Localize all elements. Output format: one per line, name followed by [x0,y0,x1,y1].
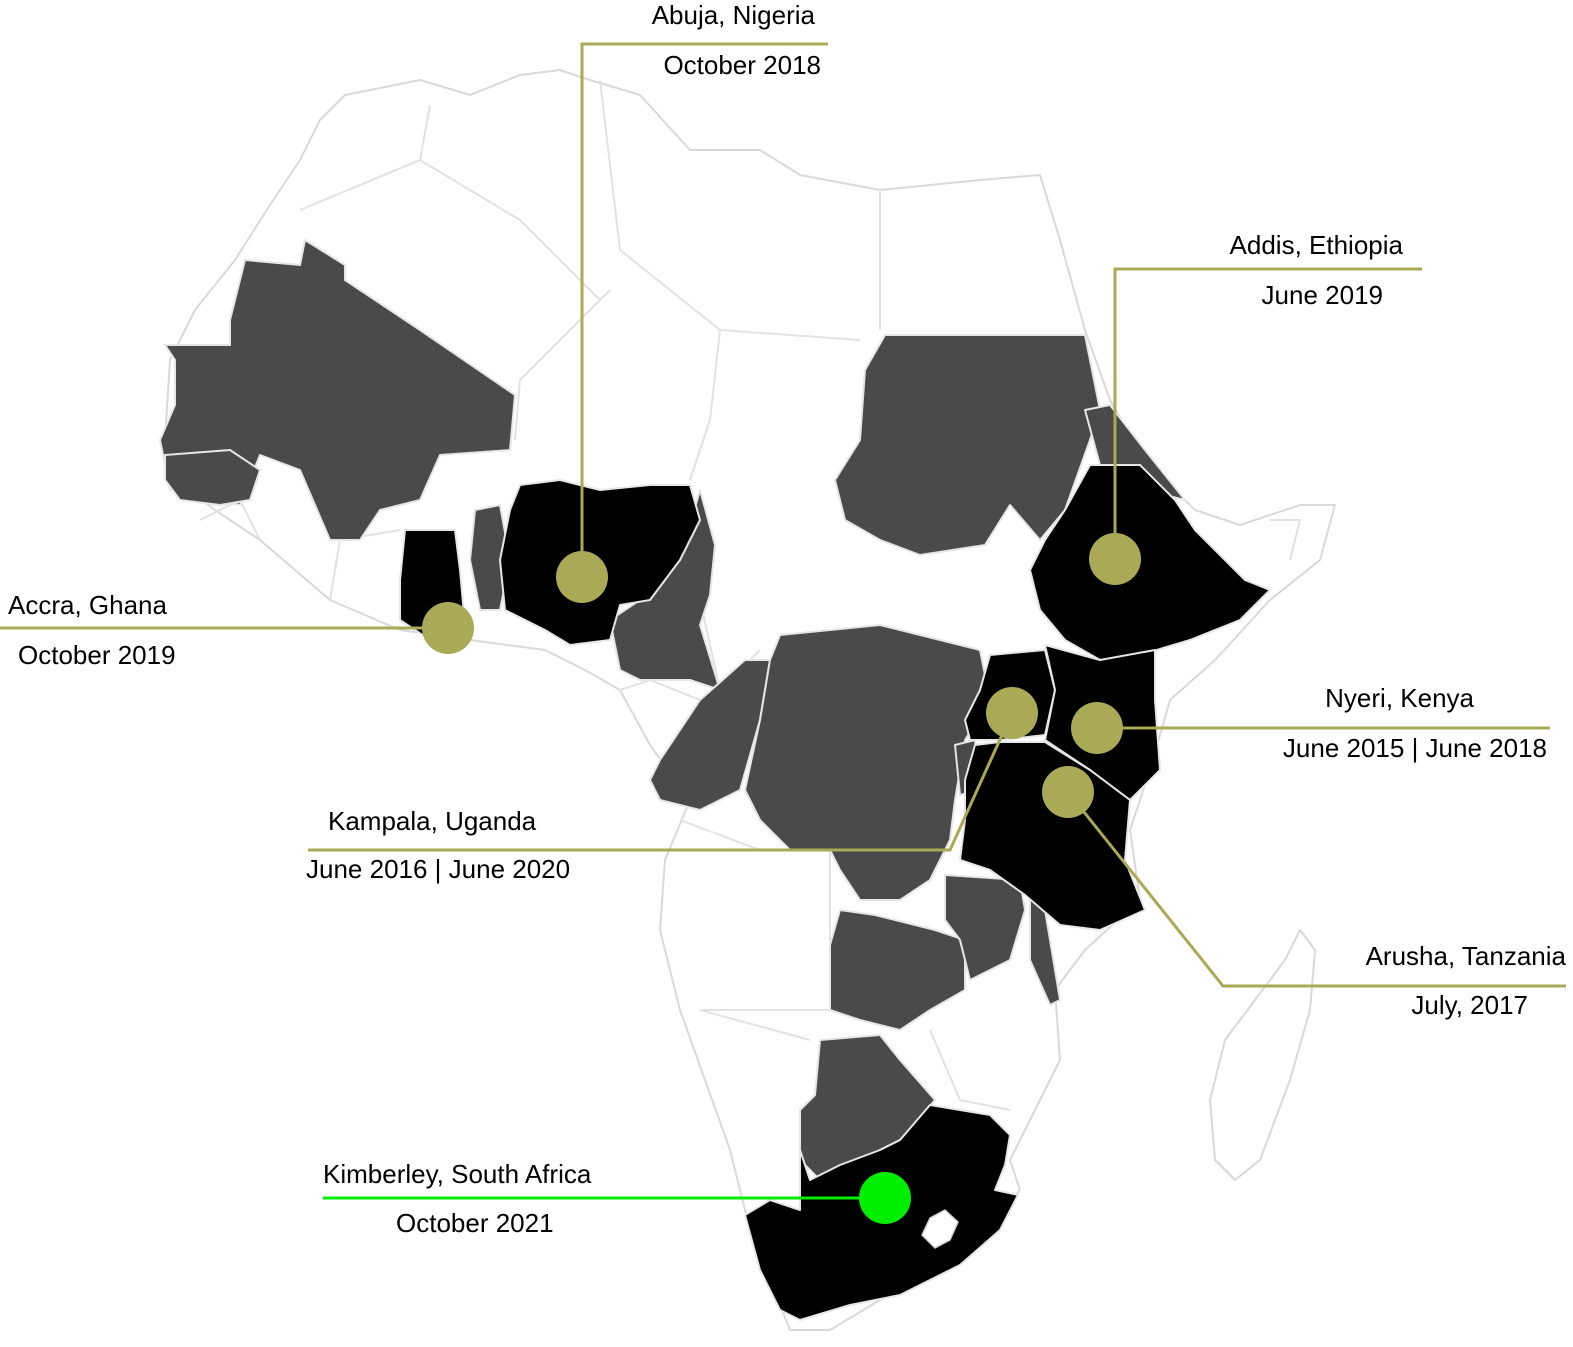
location-date-arusha: July, 2017 [1411,990,1528,1020]
location-city-nyeri: Nyeri, Kenya [1325,683,1474,713]
location-date-nyeri: June 2015 | June 2018 [1283,733,1547,763]
callout-kimberley: Kimberley, South Africa October 2021 [323,1159,911,1238]
tanzania [959,741,1146,931]
location-city-kimberley: Kimberley, South Africa [323,1159,592,1189]
ethiopia [1029,464,1271,661]
madagascar [1209,929,1316,1181]
callout-addis: Addis, Ethiopia June 2019 [1089,230,1422,585]
callout-nyeri: Nyeri, Kenya June 2015 | June 2018 [1071,683,1550,763]
program-countries [399,464,1271,1321]
location-marker-arusha[interactable] [1042,766,1094,818]
callout-arusha: Arusha, Tanzania July, 2017 [1042,766,1567,1020]
leader-line-arusha [1066,791,1566,988]
location-date-abuja: October 2018 [663,50,821,80]
location-date-kimberley: October 2021 [396,1208,554,1238]
leader-line-abuja [580,42,828,577]
location-city-addis: Addis, Ethiopia [1230,230,1404,260]
location-date-accra: October 2019 [18,640,176,670]
congo-gabon [649,659,771,811]
location-city-abuja: Abuja, Nigeria [652,0,816,30]
location-marker-addis[interactable] [1089,533,1141,585]
location-date-addis: June 2019 [1262,280,1383,310]
zambia [829,909,966,1031]
callout-kampala: Kampala, Uganda June 2016 | June 2020 [306,687,1038,884]
location-callouts: Abuja, Nigeria October 2018 Addis, Ethiopi… [0,0,1567,1238]
location-city-accra: Accra, Ghana [8,590,168,620]
location-marker-accra[interactable] [422,602,474,654]
location-city-arusha: Arusha, Tanzania [1366,941,1567,971]
leader-line-kampala [308,712,1014,852]
regional-countries [159,239,1186,1181]
callout-abuja: Abuja, Nigeria October 2018 [556,0,828,603]
lesotho [921,1209,959,1249]
location-marker-nyeri[interactable] [1071,702,1123,754]
guinea-region [164,449,261,506]
location-marker-kampala[interactable] [986,687,1038,739]
location-marker-abuja[interactable] [556,551,608,603]
benin-togo [469,504,511,611]
location-date-kampala: June 2016 | June 2020 [306,854,570,884]
dr-congo [744,624,991,901]
callout-accra: Accra, Ghana October 2019 [0,590,474,670]
location-marker-kimberley[interactable] [859,1172,911,1224]
location-city-kampala: Kampala, Uganda [328,806,537,836]
leader-line-addis [1113,267,1422,559]
